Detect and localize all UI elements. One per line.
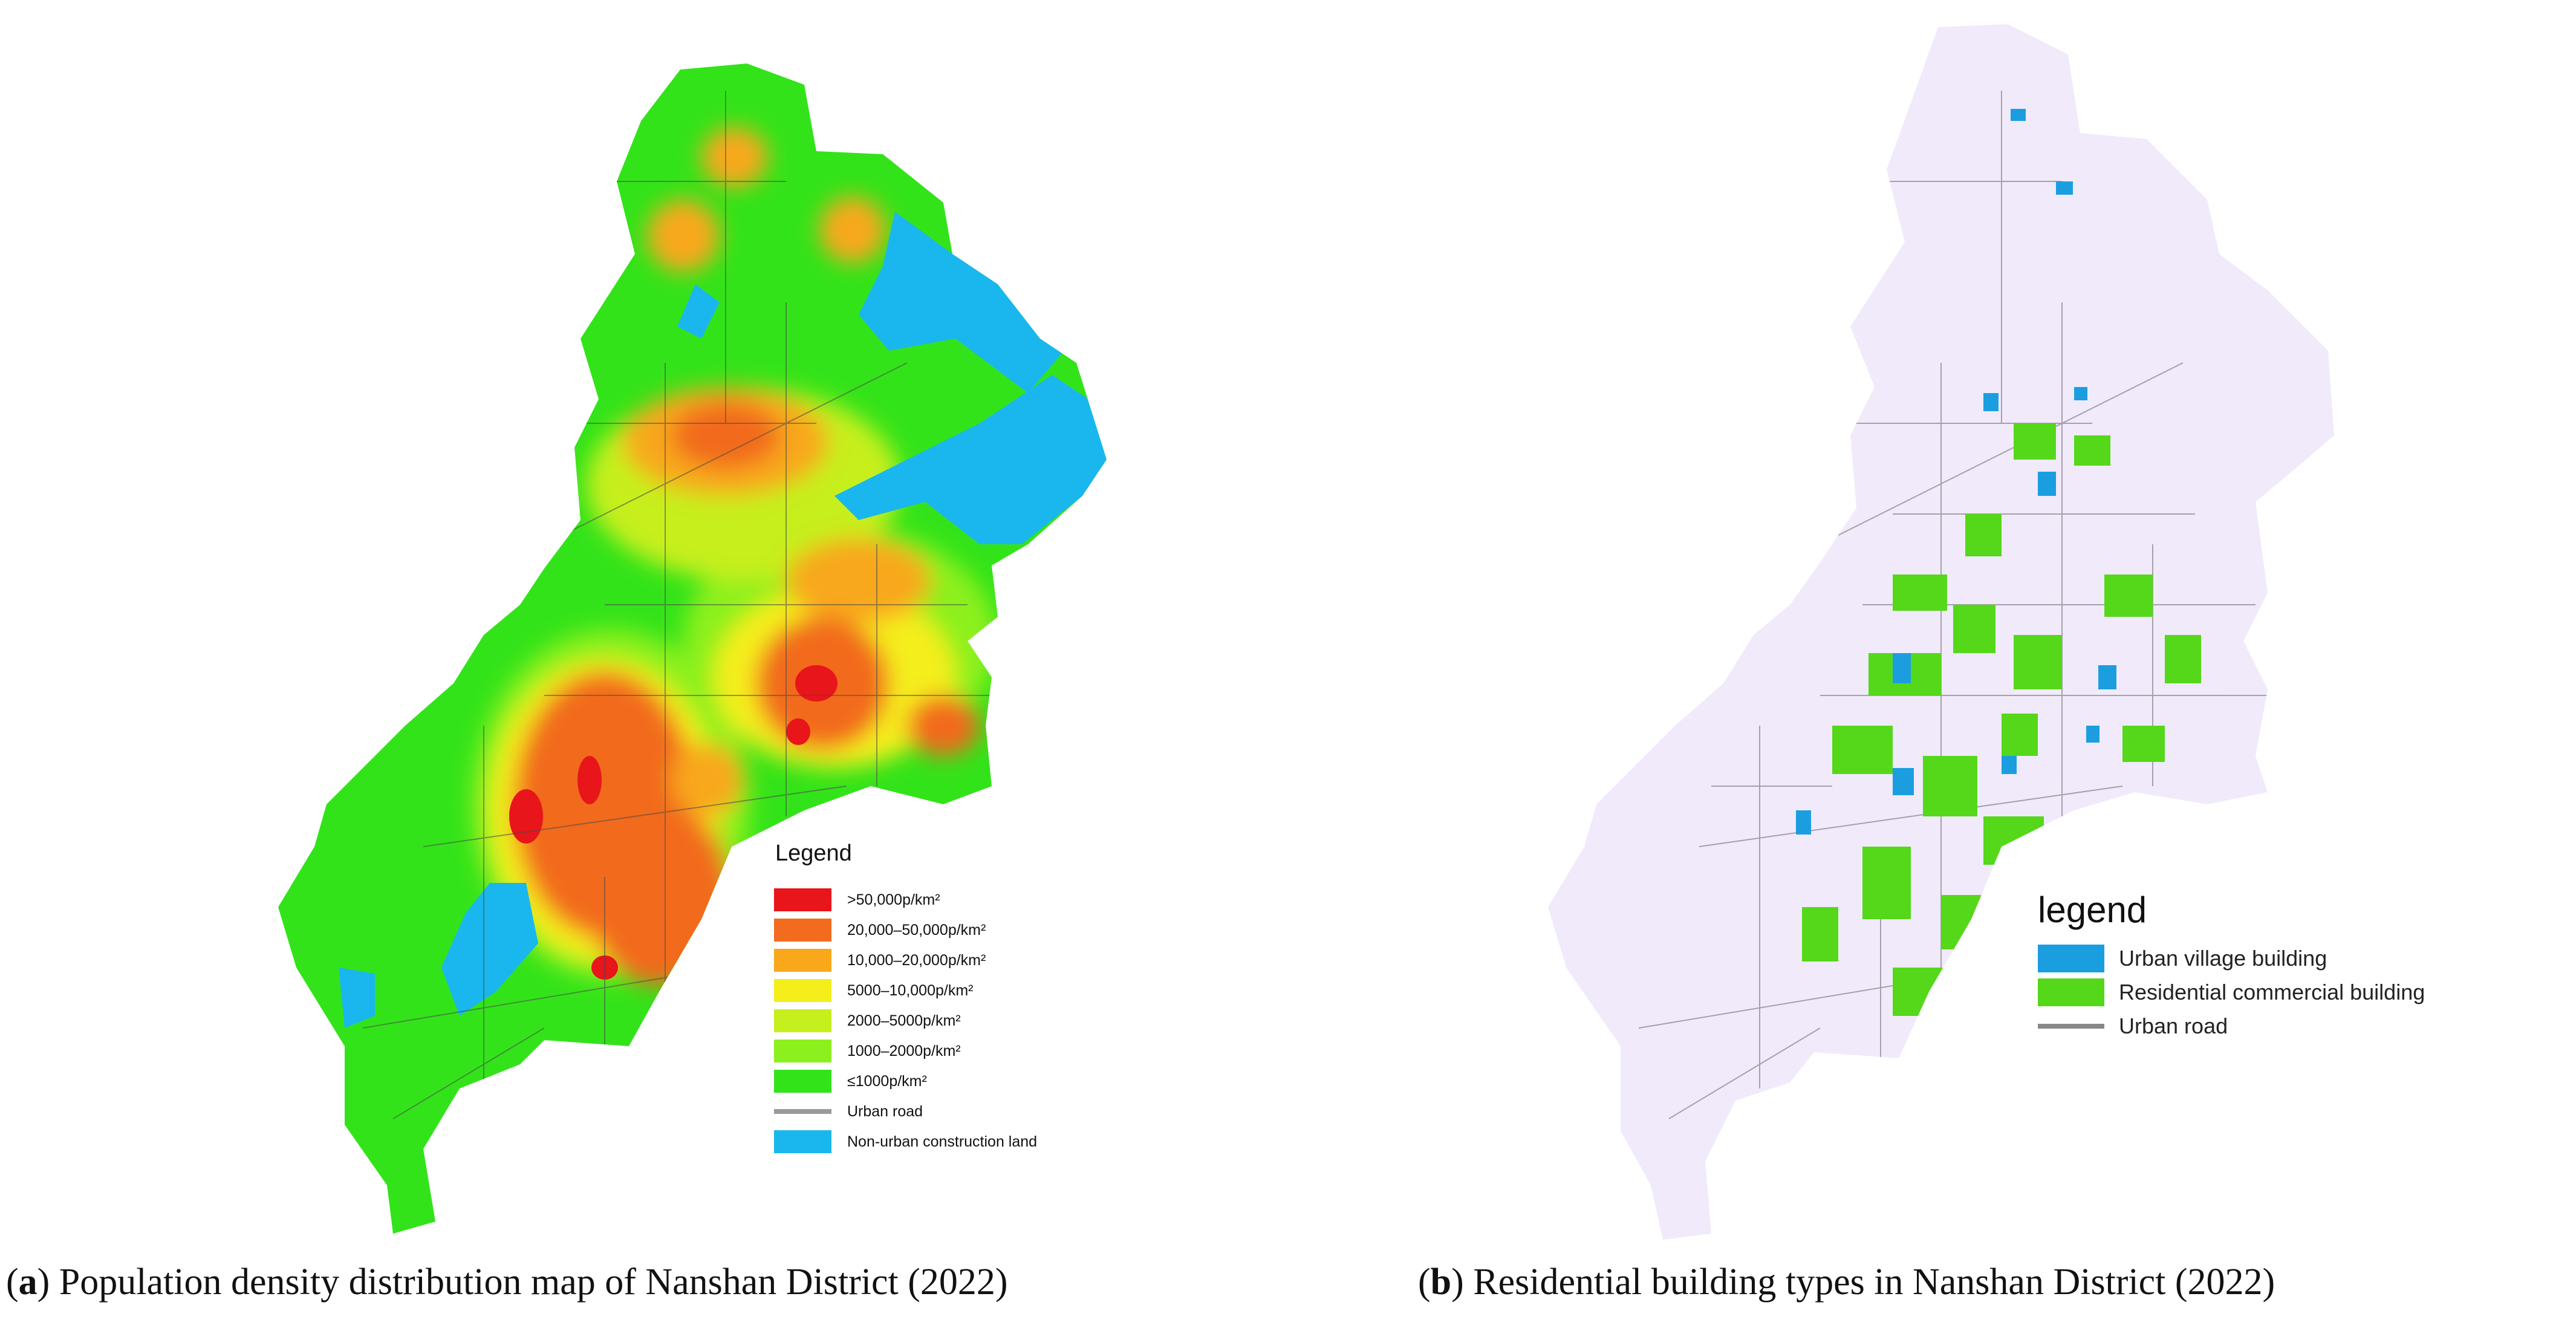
caption-a: (a) Population density distribution map … — [6, 1261, 1008, 1303]
non-urban-land — [339, 212, 1107, 1028]
legend-label: 5000–10,000p/km² — [847, 981, 974, 999]
legend-label: ≤1000p/km² — [847, 1072, 927, 1090]
legend-item: Urban village building — [2038, 942, 2461, 975]
caption-text: ) Residential building types in Nanshan … — [1451, 1261, 2275, 1303]
legend-item: 5000–10,000p/km² — [774, 975, 1101, 1006]
legend-item: 10,000–20,000p/km² — [774, 945, 1101, 975]
caption-b: (b) Residential building types in Nansha… — [1418, 1261, 2275, 1303]
legend-label: 2000–5000p/km² — [847, 1012, 961, 1029]
legend-swatch — [2038, 945, 2104, 972]
legend-item: >50,000p/km² — [774, 885, 1101, 915]
legend-swatch — [774, 949, 831, 972]
legend-a: Legend >50,000p/km² 20,000–50,000p/km² 1… — [774, 841, 1101, 1157]
legend-item: 1000–2000p/km² — [774, 1036, 1101, 1066]
urban-roads — [362, 91, 992, 1119]
legend-swatch — [774, 919, 831, 942]
legend-label: 10,000–20,000p/km² — [847, 951, 986, 969]
legend-label: Non-urban construction land — [847, 1133, 1038, 1150]
legend-swatch — [774, 888, 831, 911]
legend-item: 20,000–50,000p/km² — [774, 915, 1101, 945]
legend-swatch — [774, 1040, 831, 1063]
building-types-map — [1548, 24, 2334, 1240]
population-density-map — [278, 63, 1107, 1234]
caption-letter: b — [1430, 1261, 1452, 1303]
legend-label: Residential commercial building — [2119, 980, 2425, 1004]
legend-title: Legend — [775, 841, 852, 866]
legend-label: >50,000p/km² — [847, 891, 940, 908]
legend-swatch — [774, 1009, 831, 1032]
legend-item: Urban road — [774, 1096, 1101, 1127]
legend-item: Urban road — [2038, 1009, 2461, 1043]
population-density-map-panel: Legend >50,000p/km² 20,000–50,000p/km² 1… — [278, 63, 1107, 1234]
legend-swatch — [774, 1070, 831, 1093]
legend-swatch — [774, 1130, 831, 1153]
legend-swatch — [774, 1109, 831, 1114]
legend-label: Urban village building — [2119, 946, 2327, 971]
caption-text: ) Population density distribution map of… — [37, 1261, 1008, 1303]
legend-item: Non-urban construction land — [774, 1127, 1101, 1157]
legend-b: legend Urban village building Residentia… — [2038, 889, 2461, 1043]
caption-letter: a — [18, 1261, 37, 1303]
legend-swatch — [2038, 1024, 2104, 1029]
legend-label: 1000–2000p/km² — [847, 1042, 961, 1059]
legend-label: 20,000–50,000p/km² — [847, 921, 986, 939]
legend-label: Urban road — [2119, 1014, 2228, 1038]
building-types-map-panel: legend Urban village building Residentia… — [1288, 0, 2576, 1331]
legend-item: 2000–5000p/km² — [774, 1006, 1101, 1036]
legend-label: Urban road — [847, 1102, 923, 1120]
legend-item: Residential commercial building — [2038, 975, 2461, 1009]
legend-swatch — [2038, 978, 2104, 1006]
legend-title: legend — [2038, 890, 2147, 930]
residential-commercial-buildings — [1802, 423, 2201, 1016]
legend-swatch — [774, 979, 831, 1002]
legend-item: ≤1000p/km² — [774, 1066, 1101, 1096]
